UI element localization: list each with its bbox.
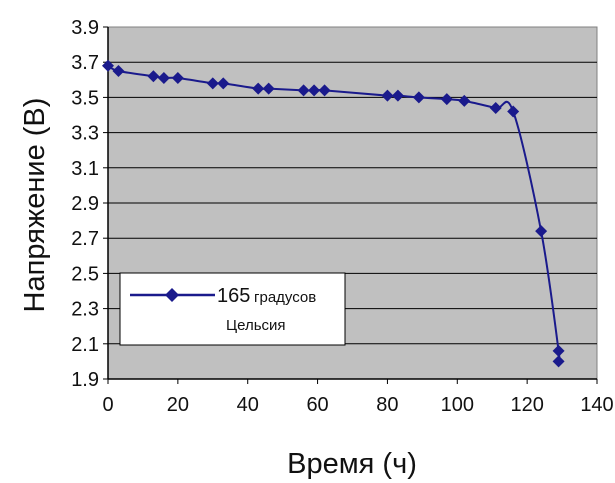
- y-tick-label: 2.1: [71, 334, 99, 356]
- data-point-marker: [252, 82, 265, 95]
- data-point-marker: [458, 94, 471, 107]
- x-tick-label: 0: [102, 394, 113, 416]
- x-tick-label: 100: [441, 394, 474, 416]
- legend-label-number: 165: [217, 285, 250, 307]
- y-tick-label: 3.3: [71, 123, 99, 145]
- y-tick-label: 2.3: [71, 299, 99, 321]
- data-point-marker: [262, 82, 275, 95]
- x-tick-label: 140: [580, 394, 613, 416]
- data-point-marker: [206, 77, 219, 90]
- x-tick-labels: 0 20 40 60 80 100 120 140: [102, 379, 614, 416]
- x-tick-label: 40: [237, 394, 259, 416]
- data-point-marker: [440, 93, 453, 106]
- data-point-marker: [112, 65, 125, 77]
- y-tick-label: 2.7: [71, 228, 99, 250]
- y-tick-label: 3.5: [71, 87, 99, 109]
- data-point-marker: [147, 70, 160, 83]
- data-point-marker: [297, 84, 310, 97]
- y-axis-title: Напряжение (В): [19, 98, 51, 313]
- y-tick-label: 3.1: [71, 158, 99, 180]
- x-axis-title: Время (ч): [287, 448, 417, 480]
- legend-marker: [165, 288, 179, 302]
- data-point-marker: [157, 72, 170, 85]
- legend: 165 градусов Цельсия: [119, 272, 346, 346]
- y-tick-label: 3.9: [71, 17, 99, 39]
- legend-label-unit: градусов: [254, 289, 316, 306]
- x-tick-label: 120: [510, 394, 543, 416]
- data-point-marker: [507, 105, 520, 118]
- y-tick-label: 2.9: [71, 193, 99, 215]
- data-point-marker: [412, 91, 425, 104]
- data-point-marker: [535, 225, 548, 238]
- x-tick-label: 60: [306, 394, 328, 416]
- data-point-marker: [217, 77, 230, 90]
- x-tick-label: 20: [167, 394, 189, 416]
- data-point-marker: [102, 59, 114, 72]
- series-group: [102, 59, 565, 368]
- legend-box: [119, 272, 346, 346]
- data-point-marker: [308, 84, 321, 97]
- y-tick-label: 2.5: [71, 263, 99, 285]
- y-tick-label: 1.9: [71, 369, 99, 391]
- data-point-marker: [381, 89, 394, 102]
- y-tick-label: 3.7: [71, 52, 99, 74]
- data-point-marker: [489, 101, 502, 114]
- x-tick-label: 80: [376, 394, 398, 416]
- data-point-marker: [318, 84, 331, 97]
- data-point-marker: [552, 355, 565, 368]
- data-point-marker: [171, 72, 184, 85]
- y-tick-labels: 3.9 3.7 3.5 3.3 3.1 2.9 2.7 2.5 2.3 2.1 1.9: [71, 17, 108, 391]
- data-point-marker: [552, 344, 565, 357]
- data-point-marker: [391, 89, 404, 102]
- legend-label-unit-2: Цельсия: [226, 317, 286, 334]
